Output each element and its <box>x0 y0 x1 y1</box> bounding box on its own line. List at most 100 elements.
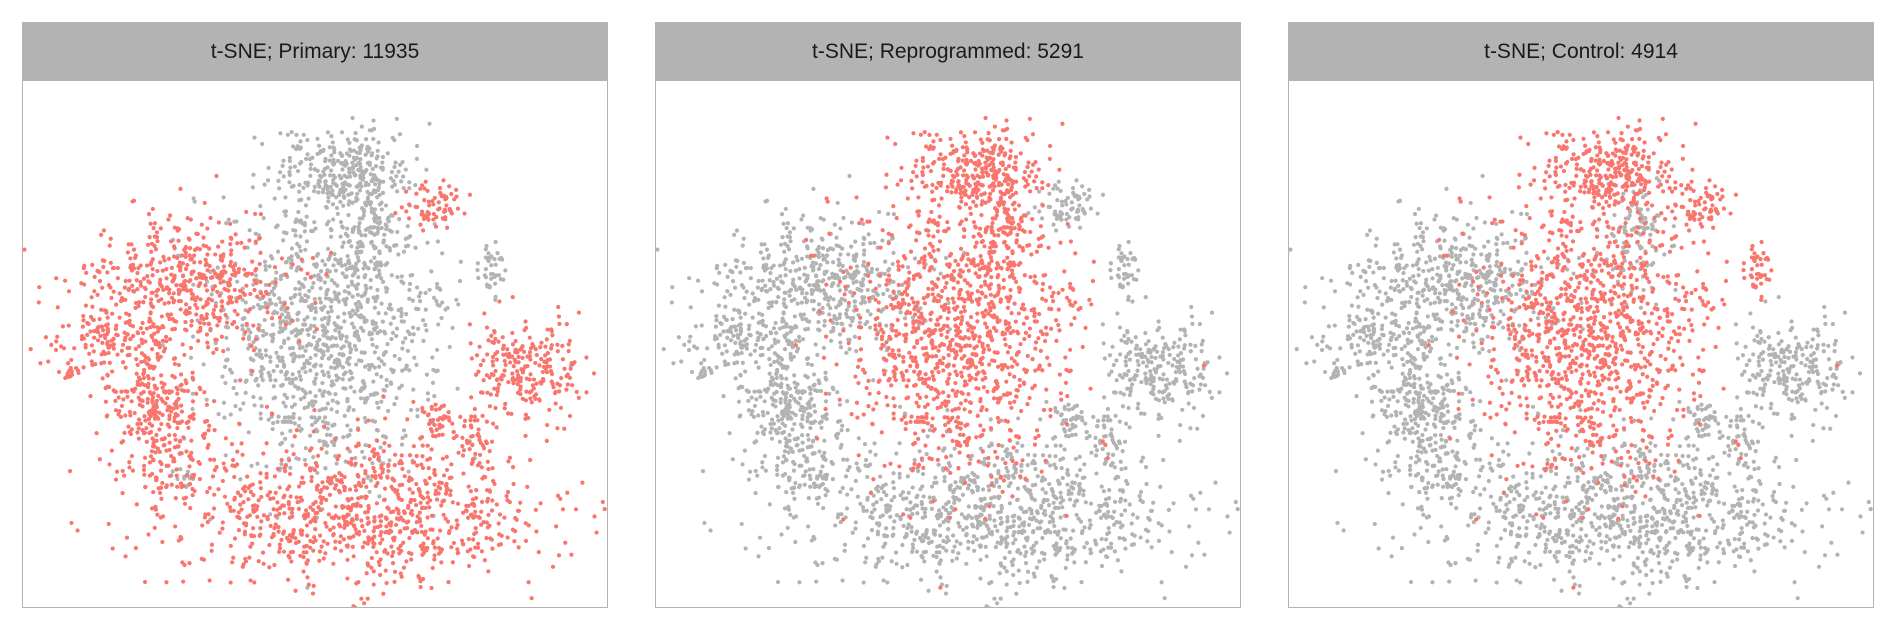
point <box>1134 352 1139 357</box>
point <box>231 508 236 513</box>
point <box>461 448 467 453</box>
point <box>473 372 479 377</box>
point <box>330 334 335 340</box>
point <box>350 115 355 121</box>
point <box>168 213 173 218</box>
point <box>490 359 495 364</box>
point <box>740 360 745 365</box>
point <box>303 203 309 208</box>
point <box>354 330 359 335</box>
point <box>400 346 405 351</box>
facet-primary: t-SNE; Primary: 11935 <box>22 22 608 608</box>
point <box>371 243 376 249</box>
point <box>574 389 579 394</box>
point <box>365 596 370 601</box>
point <box>395 189 400 194</box>
point <box>187 454 192 459</box>
point <box>171 300 176 305</box>
point <box>327 492 333 497</box>
point <box>341 203 346 208</box>
point <box>764 198 770 203</box>
point <box>322 172 327 177</box>
point <box>339 346 344 351</box>
point <box>279 461 284 466</box>
point <box>834 305 839 310</box>
point <box>805 419 810 424</box>
point <box>584 355 589 360</box>
point <box>264 404 270 409</box>
point <box>898 310 903 315</box>
point <box>1106 372 1112 377</box>
point <box>439 404 444 409</box>
point <box>418 290 423 295</box>
point <box>741 260 746 265</box>
point <box>128 256 133 261</box>
point <box>823 457 828 463</box>
point <box>384 580 389 586</box>
point <box>269 316 275 321</box>
point <box>249 343 254 349</box>
point <box>167 473 173 479</box>
point <box>905 265 911 270</box>
point <box>153 247 159 252</box>
point <box>190 391 195 396</box>
point <box>398 571 403 576</box>
point <box>361 480 366 485</box>
point <box>1037 209 1042 214</box>
point <box>809 362 814 368</box>
point <box>353 455 358 461</box>
point <box>73 365 79 371</box>
point <box>789 298 794 304</box>
point <box>805 415 810 420</box>
point <box>183 327 188 332</box>
point <box>793 412 798 418</box>
point <box>173 524 178 529</box>
point <box>273 280 278 285</box>
point <box>148 221 153 226</box>
point <box>383 311 388 316</box>
point <box>723 262 728 267</box>
point <box>308 275 313 280</box>
point <box>469 356 474 361</box>
point <box>297 416 302 421</box>
point <box>786 450 791 455</box>
point <box>266 417 271 422</box>
point <box>1080 184 1085 189</box>
point <box>799 217 804 222</box>
point <box>796 390 801 395</box>
point <box>566 349 571 354</box>
point <box>550 333 555 338</box>
point <box>63 375 68 381</box>
point <box>333 268 338 273</box>
point <box>135 421 140 427</box>
point <box>414 306 419 311</box>
point <box>152 243 157 249</box>
point <box>319 306 324 311</box>
point <box>820 253 825 258</box>
point <box>213 341 218 346</box>
point <box>62 278 68 283</box>
point <box>772 391 777 396</box>
point <box>409 338 415 344</box>
point <box>670 285 675 290</box>
point <box>782 297 787 302</box>
point <box>784 440 789 445</box>
point <box>337 173 342 178</box>
point <box>190 413 195 418</box>
point <box>244 321 249 326</box>
point <box>724 349 729 354</box>
point <box>360 524 365 529</box>
point <box>374 372 379 377</box>
point <box>277 329 282 335</box>
point <box>188 506 193 511</box>
point <box>321 539 326 544</box>
point <box>279 383 284 388</box>
point <box>265 305 270 310</box>
point <box>315 470 320 476</box>
point <box>110 266 116 271</box>
point <box>813 342 818 347</box>
point <box>333 539 338 544</box>
point <box>308 173 313 178</box>
point <box>769 426 774 431</box>
point <box>251 172 256 177</box>
